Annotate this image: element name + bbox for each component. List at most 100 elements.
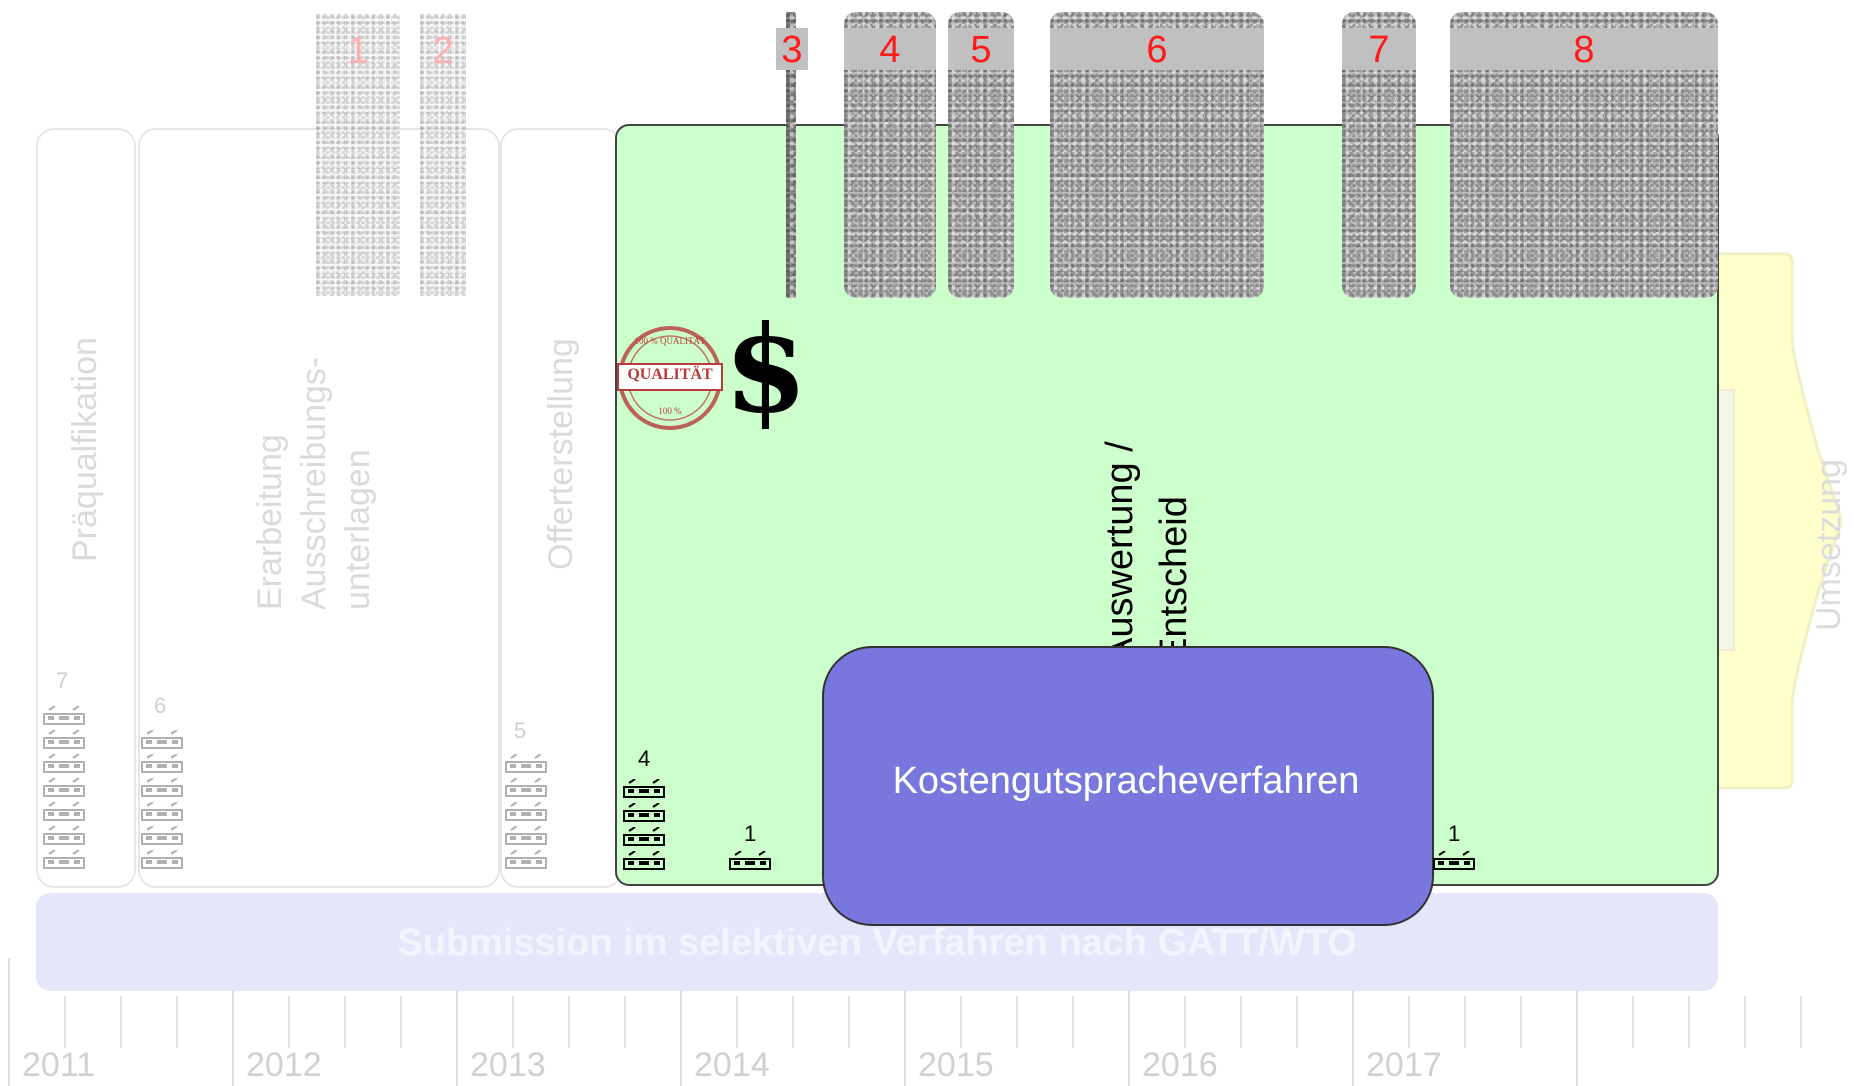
phase-label-auswertung: Auswertung / Entscheid <box>1093 353 1205 663</box>
month-tick <box>1296 996 1298 1048</box>
tram-icon <box>43 850 85 869</box>
bidder-count-auswertung-mid: 1 <box>744 821 757 846</box>
step-4-block: 4 <box>844 12 936 298</box>
kostengutsprache-label: Kostengutspracheverfahren <box>892 760 1360 802</box>
stamp-top-text: 100 % QUALITÄT <box>634 336 706 346</box>
step-7-block: 7 <box>1342 12 1416 298</box>
month-tick <box>1800 996 1802 1048</box>
month-tick <box>1072 996 1074 1048</box>
step-number: 2 <box>432 30 454 72</box>
year-divider <box>904 958 906 1086</box>
year-divider <box>1352 958 1354 1086</box>
phase-label-praequalifikation: Präqualfikation <box>66 337 104 562</box>
step-number: 3 <box>776 28 808 71</box>
auswertung-line-1: Auswertung / <box>1099 441 1141 663</box>
month-tick <box>64 996 66 1048</box>
month-tick <box>568 996 570 1048</box>
tram-icon <box>505 802 547 821</box>
month-tick <box>960 996 962 1048</box>
month-tick <box>624 996 626 1048</box>
tram-icon <box>141 850 183 869</box>
month-tick <box>288 996 290 1048</box>
month-tick <box>1464 996 1466 1048</box>
tram-icon <box>505 754 547 773</box>
step-number: 6 <box>1050 28 1264 71</box>
erarbeitung-line-2: Ausschreibungs- <box>295 356 333 610</box>
step-5-block: 5 <box>948 12 1014 298</box>
month-tick <box>400 996 402 1048</box>
tram-icon <box>43 754 85 773</box>
month-tick <box>1520 996 1522 1048</box>
year-divider <box>680 958 682 1086</box>
year-divider <box>232 958 234 1086</box>
year-label: 2013 <box>470 1046 546 1084</box>
stamp-ring <box>617 326 723 430</box>
step-2-block <box>420 14 466 296</box>
month-tick <box>736 996 738 1048</box>
erarbeitung-line-1: Erarbeitung <box>251 434 289 610</box>
step-number: 7 <box>1342 28 1416 71</box>
month-tick <box>1240 996 1242 1048</box>
phase-box-praequalifikation <box>36 128 136 888</box>
year-divider <box>1576 958 1578 1086</box>
kostengutsprache-box <box>822 646 1434 926</box>
step-1-block <box>316 14 400 296</box>
bidder-count-offerterstellung: 5 <box>514 718 527 743</box>
month-tick <box>1016 996 1018 1048</box>
bidder-count-praequalifikation: 7 <box>56 668 69 693</box>
bidder-count-erarbeitung: 6 <box>154 693 167 718</box>
phase-label-offerterstellung: Offerterstellung <box>542 338 580 570</box>
month-tick <box>344 996 346 1048</box>
year-divider <box>456 958 458 1086</box>
step-6-block: 6 <box>1050 12 1264 298</box>
step-number: 5 <box>948 28 1014 71</box>
tram-icon <box>505 778 547 797</box>
month-tick <box>1688 996 1690 1048</box>
tram-icon <box>141 730 183 749</box>
month-tick <box>848 996 850 1048</box>
auswertung-line-2: Entscheid <box>1153 496 1195 663</box>
submission-bar-label: Submission im selektiven Verfahren nach … <box>397 922 1357 964</box>
tram-icon <box>141 826 183 845</box>
tram-icon <box>141 778 183 797</box>
step-8-block: 8 <box>1450 12 1718 298</box>
tram-icon <box>623 827 665 846</box>
month-tick <box>1408 996 1410 1048</box>
year-divider <box>1128 958 1130 1086</box>
quality-stamp-icon: QUALITÄT 100 % QUALITÄT 100 % <box>614 322 726 434</box>
tram-icon <box>1433 851 1475 870</box>
month-tick <box>120 996 122 1048</box>
phase-label-erarbeitung: Erarbeitung Ausschreibungs- unterlagen <box>248 210 388 610</box>
erarbeitung-line-3: unterlagen <box>339 449 377 610</box>
phase-box-offerterstellung <box>500 128 622 888</box>
tram-icon <box>623 803 665 822</box>
phase-label-umsetzung: Umsetzung <box>1810 459 1848 631</box>
year-label: 2014 <box>694 1046 770 1084</box>
month-tick <box>1184 996 1186 1048</box>
year-label: 2012 <box>246 1046 322 1084</box>
year-label: 2011 <box>22 1046 96 1084</box>
year-label: 2017 <box>1366 1046 1442 1084</box>
tram-icon <box>141 802 183 821</box>
month-tick <box>512 996 514 1048</box>
step-number: 4 <box>844 28 936 71</box>
month-tick <box>176 996 178 1048</box>
tram-icon <box>43 826 85 845</box>
tram-icon <box>505 826 547 845</box>
step-number: 1 <box>347 30 369 72</box>
tram-icon <box>43 802 85 821</box>
year-label: 2016 <box>1142 1046 1218 1084</box>
month-tick <box>1632 996 1634 1048</box>
tram-icon <box>623 779 665 798</box>
bidder-count-auswertung-start: 4 <box>638 746 651 771</box>
tram-icon <box>505 850 547 869</box>
tram-icon <box>43 706 85 725</box>
step-3-block <box>786 12 796 298</box>
tram-icon <box>623 851 665 870</box>
tram-icon <box>43 730 85 749</box>
month-tick <box>792 996 794 1048</box>
tram-icon <box>729 851 771 870</box>
step-number: 8 <box>1450 28 1718 71</box>
dollar-icon: $ <box>724 299 808 440</box>
year-divider <box>8 958 10 1086</box>
